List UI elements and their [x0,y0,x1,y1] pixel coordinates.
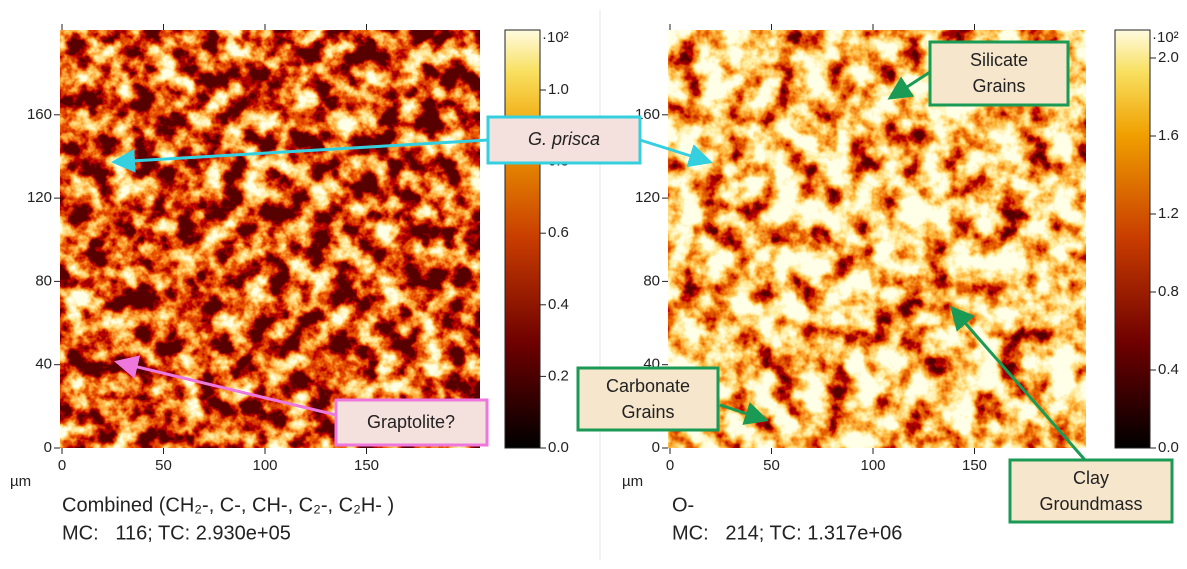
annotation-label: Grains [621,402,674,422]
annotation-label: G. prisca [528,129,600,149]
x-tick-label: 50 [155,457,172,474]
colorbar-exponent: ·10² [1152,29,1179,46]
colorbar-exponent: ·10² [542,29,569,46]
colorbar [1115,30,1150,448]
ion-image [60,30,480,448]
colorbar [505,30,540,448]
colorbar-tick-label: 1.0 [548,81,569,98]
colorbar-tick-label: 0.4 [1158,361,1179,378]
y-tick-label: 160 [27,106,52,123]
x-tick-label: 50 [763,457,780,474]
colorbar-tick-label: 0.6 [548,224,569,241]
axis-unit: µm [622,473,643,490]
colorbar-tick-label: 1.6 [1158,127,1179,144]
annotation-label: Groundmass [1039,494,1142,514]
stats: MC: 116; TC: 2.930e+05 [62,522,291,544]
x-tick-label: 0 [666,457,674,474]
caption: Combined (CH₂-, C-, CH-, C₂-, C₂H- ) [62,494,394,516]
colorbar-tick-label: 0.4 [548,296,569,313]
annotation-label: Graptolite? [367,412,455,432]
x-tick-label: 150 [354,457,379,474]
y-tick-label: 80 [35,272,52,289]
annotation-label: Clay [1073,468,1109,488]
colorbar-tick-label: 2.0 [1158,49,1179,66]
y-tick-label: 80 [643,272,660,289]
colorbar-tick-label: 0.0 [1158,439,1179,456]
annotation-label: Grains [972,76,1025,96]
x-tick-label: 150 [962,457,987,474]
colorbar-tick-label: 0.0 [548,439,569,456]
annotation-label: Silicate [970,50,1028,70]
y-tick-label: 120 [635,189,660,206]
stats: MC: 214; TC: 1.317e+06 [672,522,902,544]
x-tick-label: 0 [58,457,66,474]
y-tick-label: 0 [44,439,52,456]
axis-unit: µm [10,473,31,490]
colorbar-tick-label: 1.2 [1158,205,1179,222]
y-tick-label: 0 [652,439,660,456]
colorbar-tick-label: 0.2 [548,367,569,384]
colorbar-tick-label: 0.8 [1158,283,1179,300]
y-tick-label: 120 [27,189,52,206]
y-tick-label: 40 [35,356,52,373]
x-tick-label: 100 [252,457,277,474]
x-tick-label: 100 [860,457,885,474]
annotation-label: Carbonate [606,376,690,396]
figure: 0 50 100 150 0 40 80 120 160 µm 0.0 0.2 0.4 0.6 0.8 1.0… [0,0,1187,569]
caption: O- [672,494,694,516]
